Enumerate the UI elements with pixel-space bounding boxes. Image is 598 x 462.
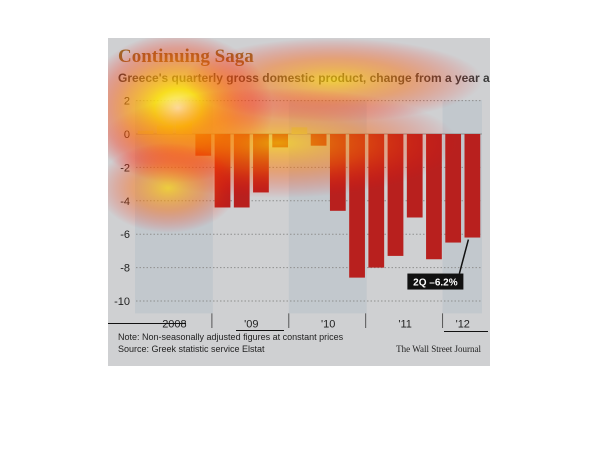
axis-fragment-line	[444, 331, 488, 332]
y-tick-label: -8	[120, 263, 130, 275]
bar	[464, 134, 481, 238]
chart-subtitle: Greece's quarterly gross domestic produc…	[118, 71, 490, 85]
x-year-label: '10	[321, 318, 335, 328]
bar	[253, 134, 269, 193]
y-tick-label: -2	[120, 162, 130, 174]
axis-fragment-line	[108, 323, 186, 324]
callout-box	[407, 273, 464, 290]
bar	[233, 134, 250, 208]
bar	[156, 125, 173, 134]
bar	[349, 134, 365, 278]
bar	[195, 134, 212, 156]
y-tick-label: 0	[124, 129, 130, 141]
bar	[387, 134, 404, 256]
callout-leader	[458, 239, 470, 274]
bar	[368, 134, 385, 268]
axis-fragment-line	[236, 330, 284, 331]
bar	[310, 134, 327, 146]
chart-card: 2 0 -2 -4 -6 -8 -10 2008'09'10'11'12 2Q –6.2% Co…	[108, 38, 490, 366]
bar	[137, 130, 154, 134]
chart-credit: The Wall Street Journal	[396, 344, 481, 354]
bar	[426, 134, 442, 260]
y-tick-label: -6	[120, 229, 130, 241]
y-tick-label: 2	[124, 96, 130, 108]
bar	[176, 120, 192, 134]
x-year-label: '12	[456, 318, 470, 328]
y-tick-label: -10	[114, 296, 130, 308]
y-tick-label: -4	[120, 196, 130, 208]
chart-note: Note: Non-seasonally adjusted figures at…	[118, 332, 344, 342]
bar	[291, 127, 308, 134]
bar	[214, 134, 231, 208]
chart-source: Source: Greek statistic service Elstat	[118, 344, 265, 354]
bar	[406, 134, 423, 218]
chart-title: Continuing Saga	[118, 46, 254, 67]
x-year-label: '09	[244, 318, 258, 328]
bar	[445, 134, 462, 243]
x-year-label: '11	[398, 318, 412, 328]
bar	[272, 134, 289, 148]
callout-label: 2Q –6.2%	[413, 278, 458, 289]
bar	[329, 134, 346, 211]
